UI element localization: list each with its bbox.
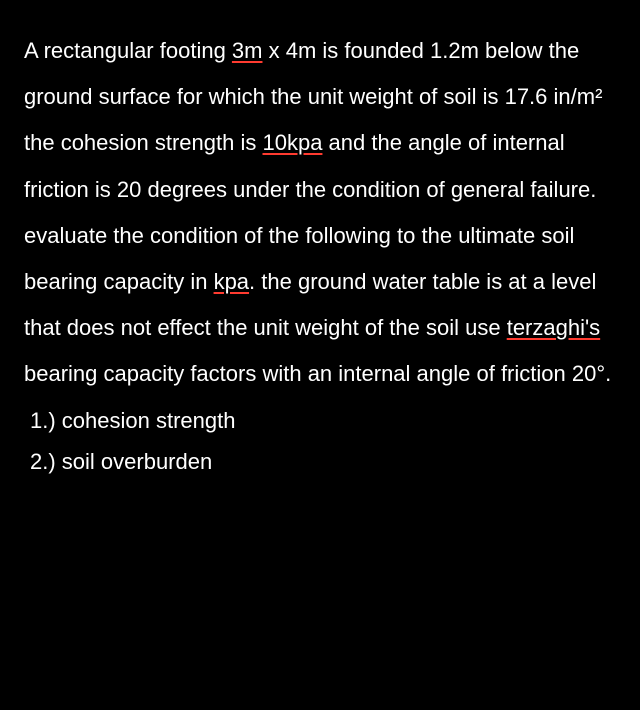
- spellcheck-word-kpa: kpa: [214, 269, 249, 294]
- question-list: 1.) cohesion strength 2.) soil overburde…: [24, 400, 616, 484]
- problem-text: A rectangular footing 3m x 4m is founded…: [24, 28, 616, 398]
- spellcheck-word-3m: 3m: [232, 38, 263, 63]
- spellcheck-word-terzaghis: terzaghi's: [507, 315, 600, 340]
- text-segment: A rectangular footing: [24, 38, 232, 63]
- list-item: 2.) soil overburden: [30, 441, 616, 483]
- spellcheck-word-10kpa: 10kpa: [262, 130, 322, 155]
- list-item: 1.) cohesion strength: [30, 400, 616, 442]
- text-segment: bearing capacity factors with an interna…: [24, 361, 611, 386]
